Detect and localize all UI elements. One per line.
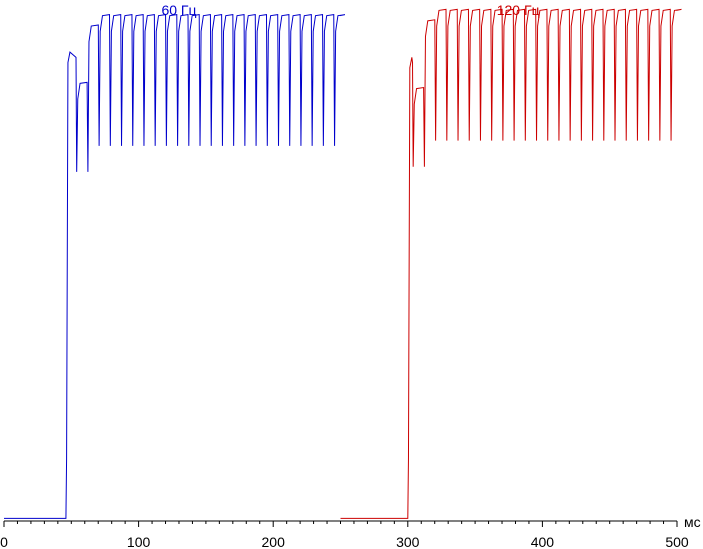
x-axis-tick-labels: 0 100 200 300 400 500 (0, 534, 689, 549)
series-label-1: 60 Гц (161, 2, 196, 18)
x-axis-label: мс (684, 514, 701, 530)
series-line-2 (340, 8, 682, 519)
series-line-1 (4, 14, 346, 519)
x-tick-label-200: 200 (262, 534, 286, 549)
series-group (4, 8, 682, 519)
x-tick-label-0: 0 (0, 534, 8, 549)
x-tick-label-400: 400 (531, 534, 555, 549)
x-tick-label-100: 100 (127, 534, 151, 549)
series-label-2: 120 Гц (497, 2, 540, 18)
x-tick-label-500: 500 (665, 534, 689, 549)
x-axis-ticks (3, 521, 678, 527)
x-tick-label-300: 300 (396, 534, 420, 549)
series-labels: 60 Гц 120 Гц (161, 2, 539, 18)
